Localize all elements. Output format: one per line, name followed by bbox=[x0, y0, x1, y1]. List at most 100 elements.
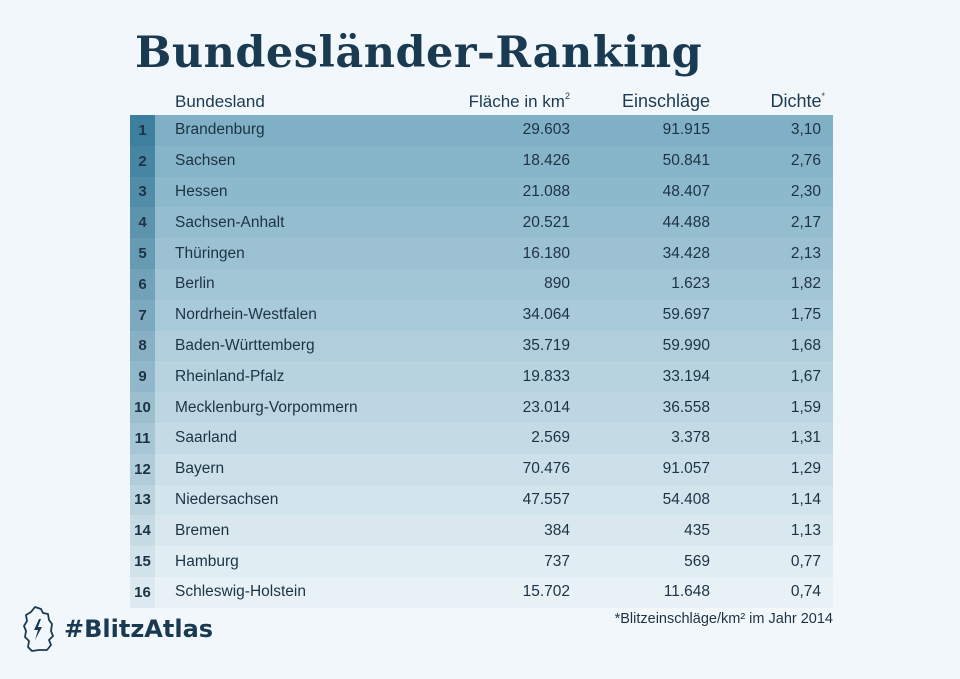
bundesland-cell: Nordrhein-Westfalen bbox=[175, 306, 317, 324]
hits-cell: 34.428 bbox=[662, 244, 710, 262]
brand-hashtag: #BlitzAtlas bbox=[64, 615, 214, 643]
table-row: 5 Thüringen 16.180 34.428 2,13 bbox=[130, 238, 833, 269]
hits-cell: 33.194 bbox=[662, 367, 710, 385]
density-cell: 1,14 bbox=[790, 490, 821, 508]
area-cell: 16.180 bbox=[522, 244, 570, 262]
area-cell: 18.426 bbox=[522, 152, 570, 170]
hits-cell: 435 bbox=[684, 521, 710, 539]
header-area-sup: 2 bbox=[564, 91, 570, 101]
density-cell: 0,77 bbox=[790, 552, 821, 570]
area-cell: 890 bbox=[544, 275, 570, 293]
area-cell: 47.557 bbox=[522, 490, 570, 508]
rank-cell: 4 bbox=[130, 207, 155, 239]
header-density-label: Dichte bbox=[770, 91, 822, 111]
table-row: 15 Hamburg 737 569 0,77 bbox=[130, 546, 833, 577]
table-row: 9 Rheinland-Pfalz 19.833 33.194 1,67 bbox=[130, 361, 833, 393]
header-bundesland: Bundesland bbox=[175, 91, 265, 111]
bundesland-cell: Schleswig-Holstein bbox=[175, 583, 306, 601]
rank-cell: 15 bbox=[130, 546, 155, 577]
density-cell: 1,82 bbox=[790, 275, 821, 293]
area-cell: 21.088 bbox=[522, 182, 570, 200]
rank-cell: 10 bbox=[130, 392, 155, 423]
rank-cell: 16 bbox=[130, 576, 155, 608]
area-cell: 20.521 bbox=[522, 213, 570, 231]
hits-cell: 48.407 bbox=[662, 182, 710, 200]
hits-cell: 91.057 bbox=[662, 460, 710, 478]
hits-cell: 44.488 bbox=[662, 213, 710, 231]
table-row: 12 Bayern 70.476 91.057 1,29 bbox=[130, 453, 833, 485]
rank-cell: 13 bbox=[130, 484, 155, 516]
table-row: 7 Nordrhein-Westfalen 34.064 59.697 1,75 bbox=[130, 299, 833, 331]
area-cell: 34.064 bbox=[522, 306, 570, 324]
density-cell: 1,75 bbox=[790, 306, 821, 324]
table-row: 11 Saarland 2.569 3.378 1,31 bbox=[130, 422, 833, 454]
bundesland-cell: Hamburg bbox=[175, 552, 239, 570]
page-title: Bundesländer-Ranking bbox=[135, 28, 703, 78]
area-cell: 737 bbox=[544, 552, 570, 570]
bundesland-cell: Niedersachsen bbox=[175, 490, 279, 508]
table-row: 3 Hessen 21.088 48.407 2,30 bbox=[130, 176, 833, 208]
bundesland-cell: Sachsen bbox=[175, 152, 236, 170]
brand: #BlitzAtlas bbox=[22, 606, 213, 652]
table-header: Bundesland Fläche in km2 Einschläge Dich… bbox=[130, 88, 833, 115]
table-row: 13 Niedersachsen 47.557 54.408 1,14 bbox=[130, 484, 833, 516]
table-row: 4 Sachsen-Anhalt 20.521 44.488 2,17 bbox=[130, 207, 833, 239]
hits-cell: 59.990 bbox=[662, 336, 710, 354]
bundesland-cell: Baden-Württemberg bbox=[175, 336, 315, 354]
hits-cell: 36.558 bbox=[662, 398, 710, 416]
rank-cell: 9 bbox=[130, 361, 155, 393]
rank-cell: 14 bbox=[130, 515, 155, 547]
header-area: Fläche in km2 bbox=[400, 91, 570, 112]
density-cell: 3,10 bbox=[790, 121, 821, 139]
header-hits: Einschläge bbox=[621, 91, 710, 111]
rank-cell: 7 bbox=[130, 299, 155, 331]
bundesland-cell: Brandenburg bbox=[175, 121, 265, 139]
area-cell: 35.719 bbox=[522, 336, 570, 354]
hits-cell: 1.623 bbox=[671, 275, 710, 293]
density-cell: 1,13 bbox=[790, 521, 821, 539]
area-cell: 15.702 bbox=[522, 583, 570, 601]
hits-cell: 50.841 bbox=[662, 152, 710, 170]
table-row: 16 Schleswig-Holstein 15.702 11.648 0,74 bbox=[130, 576, 833, 608]
table-row: 6 Berlin 890 1.623 1,82 bbox=[130, 268, 833, 300]
rank-cell: 11 bbox=[130, 422, 155, 454]
bundesland-cell: Thüringen bbox=[175, 244, 245, 262]
density-cell: 2,76 bbox=[790, 152, 821, 170]
bundesland-cell: Hessen bbox=[175, 182, 228, 200]
bundesland-cell: Mecklenburg-Vorpommern bbox=[175, 398, 358, 416]
area-cell: 70.476 bbox=[522, 460, 570, 478]
area-cell: 29.603 bbox=[522, 121, 570, 139]
ranking-table: Bundesland Fläche in km2 Einschläge Dich… bbox=[130, 88, 833, 608]
density-cell: 1,67 bbox=[790, 367, 821, 385]
table-row: 2 Sachsen 18.426 50.841 2,76 bbox=[130, 145, 833, 177]
area-cell: 23.014 bbox=[522, 398, 570, 416]
density-cell: 1,31 bbox=[790, 429, 821, 447]
rank-cell: 2 bbox=[130, 145, 155, 177]
area-cell: 19.833 bbox=[522, 367, 570, 385]
hits-cell: 91.915 bbox=[662, 121, 710, 139]
density-cell: 1,29 bbox=[790, 460, 821, 478]
rank-cell: 1 bbox=[130, 115, 155, 146]
table-row: 8 Baden-Württemberg 35.719 59.990 1,68 bbox=[130, 330, 833, 362]
density-cell: 0,74 bbox=[790, 583, 821, 601]
hits-cell: 3.378 bbox=[671, 429, 710, 447]
area-cell: 2.569 bbox=[531, 429, 570, 447]
header-density: Dichte* bbox=[710, 91, 833, 112]
hits-cell: 11.648 bbox=[663, 583, 710, 601]
header-density-sup: * bbox=[821, 91, 825, 101]
footnote: *Blitzeinschläge/km² im Jahr 2014 bbox=[614, 611, 833, 627]
bundesland-cell: Sachsen-Anhalt bbox=[175, 213, 285, 231]
bundesland-cell: Saarland bbox=[175, 429, 238, 447]
rank-cell: 12 bbox=[130, 453, 155, 485]
area-cell: 384 bbox=[544, 521, 570, 539]
table-row: 10 Mecklenburg-Vorpommern 23.014 36.558 1,59 bbox=[130, 392, 833, 423]
table-row: 14 Bremen 384 435 1,13 bbox=[130, 515, 833, 547]
header-area-label: Fläche in km bbox=[468, 92, 565, 111]
density-cell: 2,30 bbox=[790, 182, 821, 200]
density-cell: 1,59 bbox=[790, 398, 821, 416]
hits-cell: 54.408 bbox=[662, 490, 710, 508]
bundesland-cell: Bayern bbox=[175, 460, 225, 478]
bundesland-cell: Rheinland-Pfalz bbox=[175, 367, 285, 385]
bundesland-cell: Bremen bbox=[175, 521, 230, 539]
hits-cell: 569 bbox=[684, 552, 710, 570]
